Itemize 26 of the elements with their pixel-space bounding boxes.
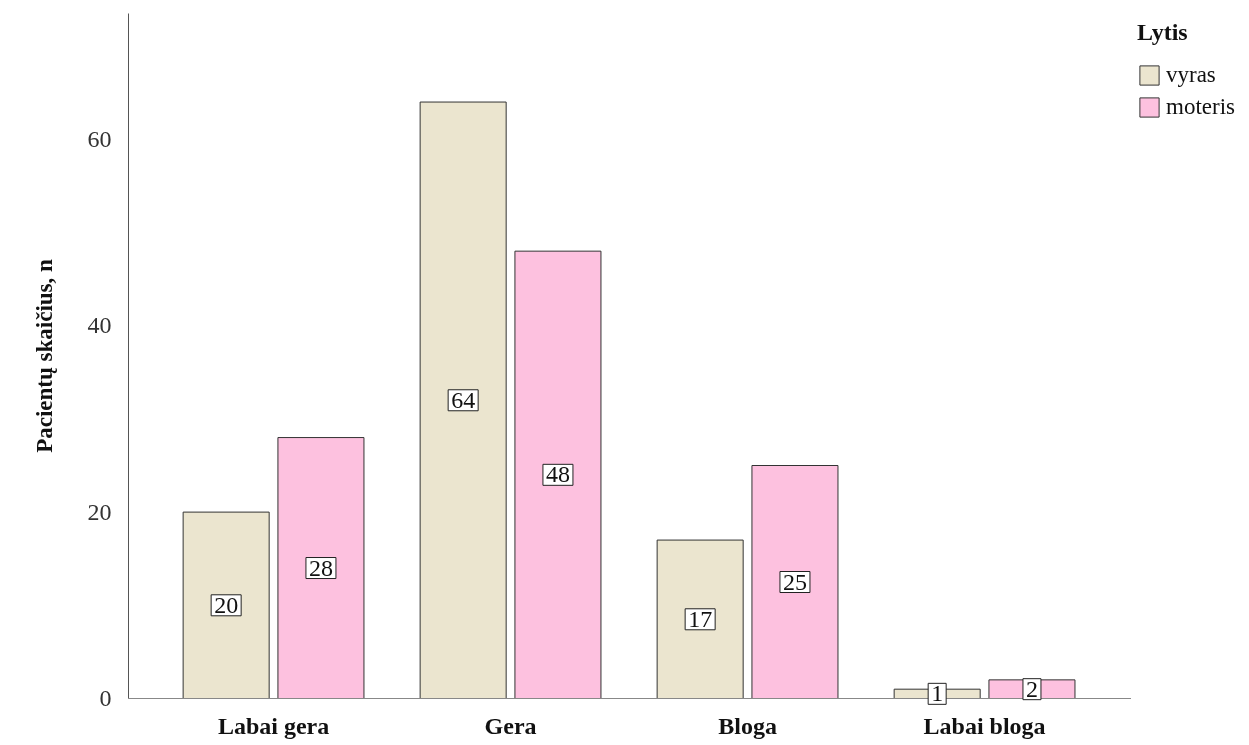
legend-title: Lytis (1137, 19, 1189, 46)
bar (182, 511, 270, 699)
legend-label: vyras (1166, 62, 1216, 88)
y-tick-label: 0 (99, 685, 112, 711)
bar (419, 101, 507, 699)
data-label: 64 (451, 386, 476, 413)
x-tick-label: Labai bloga (923, 712, 1046, 739)
x-tick-label: Labai gera (217, 712, 330, 739)
data-label: 25 (782, 568, 807, 595)
data-label: 48 (545, 461, 570, 488)
x-tick-label: Bloga (718, 712, 777, 739)
y-tick-label: 60 (87, 125, 112, 152)
data-label: 20 (214, 591, 239, 618)
legend-label: moteris (1166, 94, 1235, 120)
bar (656, 539, 744, 699)
bar (277, 437, 365, 699)
x-tick-label: Gera (484, 712, 537, 739)
y-tick-label: 40 (87, 312, 112, 339)
data-label: 2 (1025, 675, 1038, 702)
data-label: 17 (688, 605, 713, 632)
data-label: 1 (931, 680, 944, 707)
y-axis-title: Pacientų skaičius, n (31, 258, 57, 453)
bar (514, 250, 602, 699)
data-label: 28 (308, 554, 333, 581)
y-tick-label: 20 (87, 498, 112, 525)
bar (751, 465, 839, 699)
